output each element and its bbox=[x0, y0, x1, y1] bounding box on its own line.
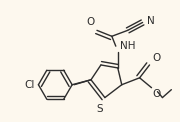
Text: O: O bbox=[87, 17, 95, 27]
Text: NH: NH bbox=[120, 41, 135, 51]
Text: Cl: Cl bbox=[24, 80, 34, 90]
Text: O: O bbox=[152, 53, 161, 63]
Text: O: O bbox=[152, 89, 161, 99]
Text: N: N bbox=[147, 16, 154, 26]
Text: S: S bbox=[97, 103, 103, 113]
